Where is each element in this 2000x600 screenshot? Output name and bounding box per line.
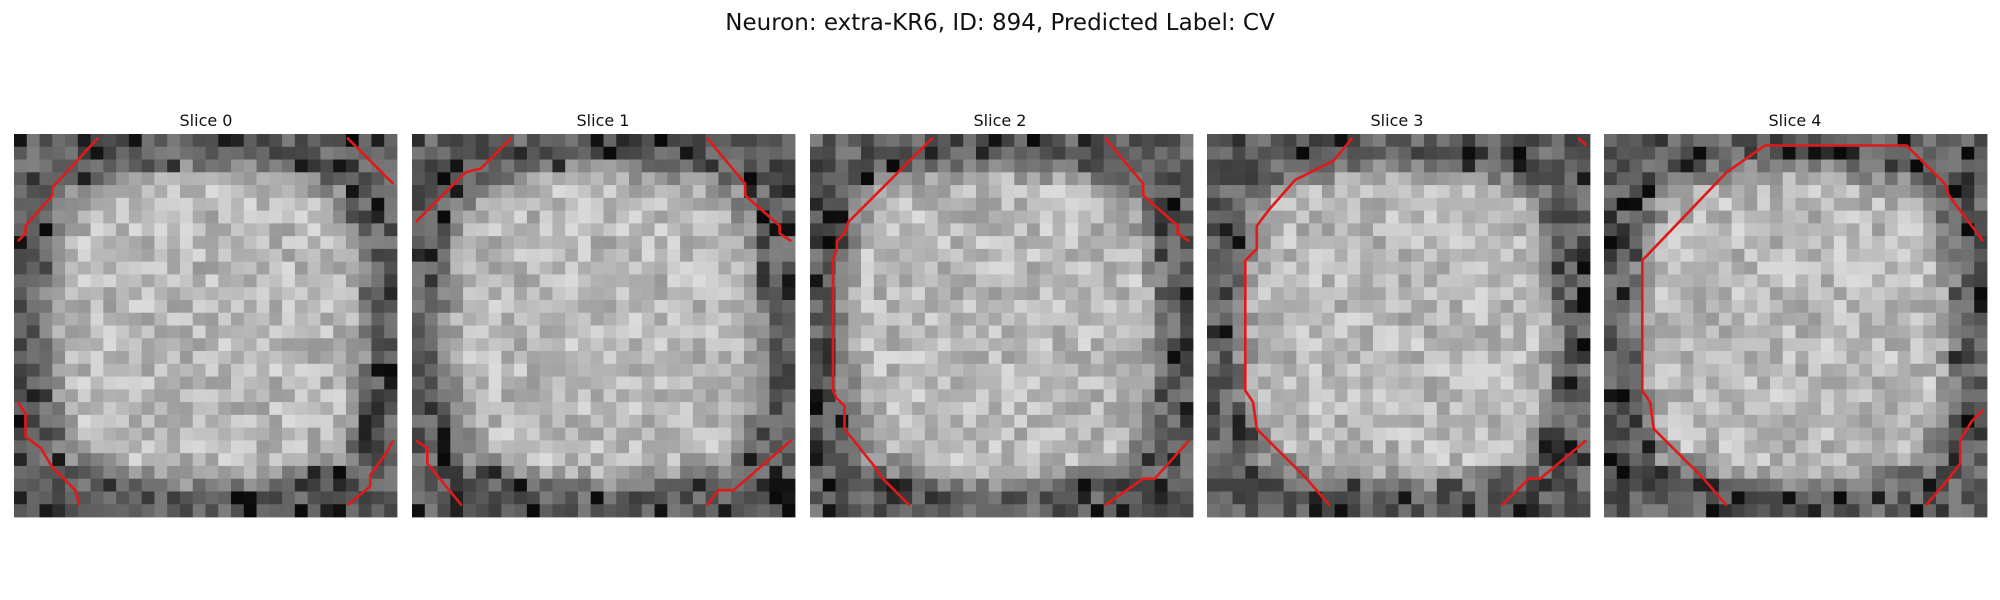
contour-line xyxy=(1641,171,1728,507)
contour-line xyxy=(346,136,395,185)
panel-title-3: Slice 3 xyxy=(1371,111,1424,130)
contour-line xyxy=(414,136,513,224)
contour-line xyxy=(16,401,81,506)
panel-title-1: Slice 1 xyxy=(577,111,630,130)
panel-title-0: Slice 0 xyxy=(180,111,233,130)
contour-line xyxy=(1577,136,1588,147)
contour-line xyxy=(1244,136,1354,507)
slice-image-4 xyxy=(1604,134,1988,518)
figure-title: Neuron: extra-KR6, ID: 894, Predicted La… xyxy=(725,10,1275,36)
contour-line xyxy=(1924,408,1985,507)
slice-image-1 xyxy=(412,134,796,518)
panel-title-2: Slice 2 xyxy=(974,111,1027,130)
contour-line xyxy=(1725,144,1985,242)
panel-title-4: Slice 4 xyxy=(1769,111,1822,130)
contour-line xyxy=(1500,439,1588,507)
slice-image-0 xyxy=(14,134,398,518)
contour-line xyxy=(1103,136,1190,243)
contour-line xyxy=(705,136,792,243)
slice-image-2 xyxy=(810,134,1194,518)
contour-line xyxy=(831,136,934,507)
contour-line xyxy=(705,439,793,507)
contour-line xyxy=(16,136,100,243)
contour-line xyxy=(346,439,395,507)
contour-line xyxy=(415,439,463,507)
contour-line xyxy=(1104,439,1191,507)
slice-image-3 xyxy=(1207,134,1591,518)
